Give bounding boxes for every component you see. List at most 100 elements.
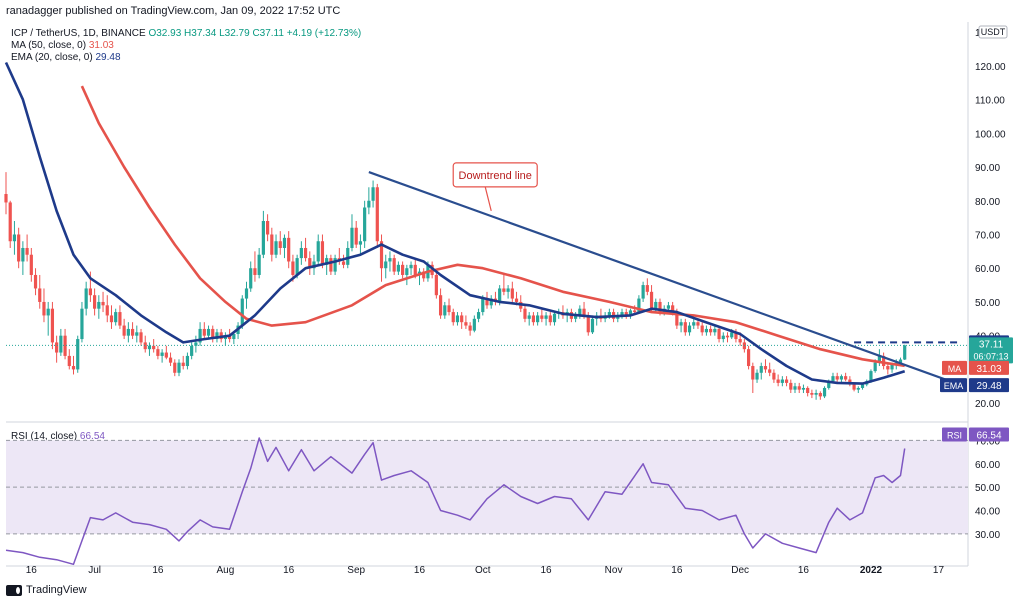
candle — [126, 322, 130, 343]
candle-body — [278, 241, 282, 248]
candle-body — [637, 298, 641, 313]
candle-body — [780, 379, 784, 383]
candle — [438, 288, 443, 319]
candle-body — [734, 332, 738, 340]
candle-body — [873, 362, 877, 372]
candle-body — [42, 301, 46, 316]
rsi-tick-label: 40.00 — [975, 507, 1000, 518]
candle-body — [97, 301, 101, 309]
candle-body — [67, 355, 71, 367]
candle-body — [464, 322, 468, 326]
candle-body — [71, 366, 76, 370]
legend-symbol: ICP / TetherUS, 1D, BINANCE — [11, 28, 146, 39]
candle — [160, 349, 164, 363]
candle — [548, 312, 552, 326]
candle-body — [55, 342, 59, 353]
time-tick-label: 17 — [933, 565, 945, 576]
candle-body — [759, 366, 763, 373]
candle-body — [814, 393, 818, 395]
candle-body — [198, 328, 202, 343]
candle-body — [751, 366, 755, 380]
candle-body — [768, 369, 772, 373]
candle-body — [730, 332, 734, 338]
candle-body — [173, 362, 177, 373]
candle — [510, 281, 514, 302]
candle — [282, 234, 287, 259]
candle-body — [818, 393, 822, 397]
candle-body — [590, 318, 595, 333]
candle-body — [498, 288, 502, 302]
candle-body — [839, 376, 844, 380]
candle — [388, 251, 392, 272]
legend-rsi-row: RSI (14, close) 66.54 — [11, 431, 105, 442]
candle — [185, 352, 190, 370]
candle — [818, 391, 822, 400]
candle — [460, 312, 464, 329]
candle-body — [451, 312, 455, 323]
candle-body — [80, 308, 84, 340]
candle — [405, 264, 409, 286]
ema-badge: EMA 29.48 — [940, 378, 1009, 393]
axes: 20.00 30.00 40.00 50.00 60.00 70.00 80.00 90.00… — [26, 25, 1008, 576]
candle-body — [468, 325, 472, 331]
legend-ma-value: 31.03 — [88, 40, 114, 51]
candle — [33, 268, 38, 296]
candle-body — [536, 315, 540, 323]
candle — [784, 376, 789, 387]
candle — [257, 247, 261, 279]
candle — [746, 345, 751, 370]
candle — [215, 328, 219, 343]
candle — [401, 261, 405, 279]
candle — [472, 315, 476, 333]
candle — [50, 301, 55, 350]
rsi-badge-tag: RSI — [947, 430, 962, 440]
candle — [645, 278, 649, 296]
candle-body — [202, 328, 206, 336]
candle — [776, 374, 780, 387]
candle — [455, 312, 460, 326]
currency-badge: USDT — [978, 25, 1008, 39]
ema-badge-tag: EMA — [944, 381, 964, 391]
candle — [371, 180, 375, 208]
candle — [793, 382, 797, 394]
candle — [93, 288, 97, 316]
candle — [181, 355, 185, 370]
candle — [780, 376, 784, 387]
candle-body — [232, 333, 236, 340]
rsi-tick-label: 50.00 — [975, 483, 1000, 494]
candle — [350, 214, 354, 252]
candle-body — [211, 328, 215, 340]
candle — [552, 312, 557, 326]
candle-body — [721, 335, 725, 340]
legend-ema-row: EMA (20, close, 0) 29.48 — [11, 52, 121, 63]
candle-body — [190, 345, 194, 356]
candle — [249, 261, 253, 292]
candle — [358, 234, 363, 255]
candle — [447, 298, 451, 316]
candle — [261, 210, 265, 259]
candle-body — [143, 342, 147, 350]
candle — [375, 183, 379, 248]
candle-body — [797, 386, 801, 390]
rsi-band-fill — [6, 440, 968, 534]
candle-body — [257, 254, 261, 275]
candle — [763, 359, 768, 373]
legend-rsi-label: RSI (14, close) — [11, 431, 78, 442]
candle — [143, 335, 147, 353]
candle-body — [784, 379, 789, 383]
candle-body — [869, 371, 873, 382]
candle-body — [844, 376, 848, 380]
candle-body — [21, 247, 25, 262]
candle-body — [33, 274, 38, 289]
candle — [806, 386, 810, 397]
candle — [25, 234, 29, 262]
candle — [628, 308, 633, 319]
candle — [97, 295, 101, 319]
candle-body — [181, 362, 185, 367]
candle — [721, 332, 725, 343]
candle-body — [696, 322, 700, 326]
candle — [801, 384, 806, 394]
candle — [379, 234, 384, 282]
